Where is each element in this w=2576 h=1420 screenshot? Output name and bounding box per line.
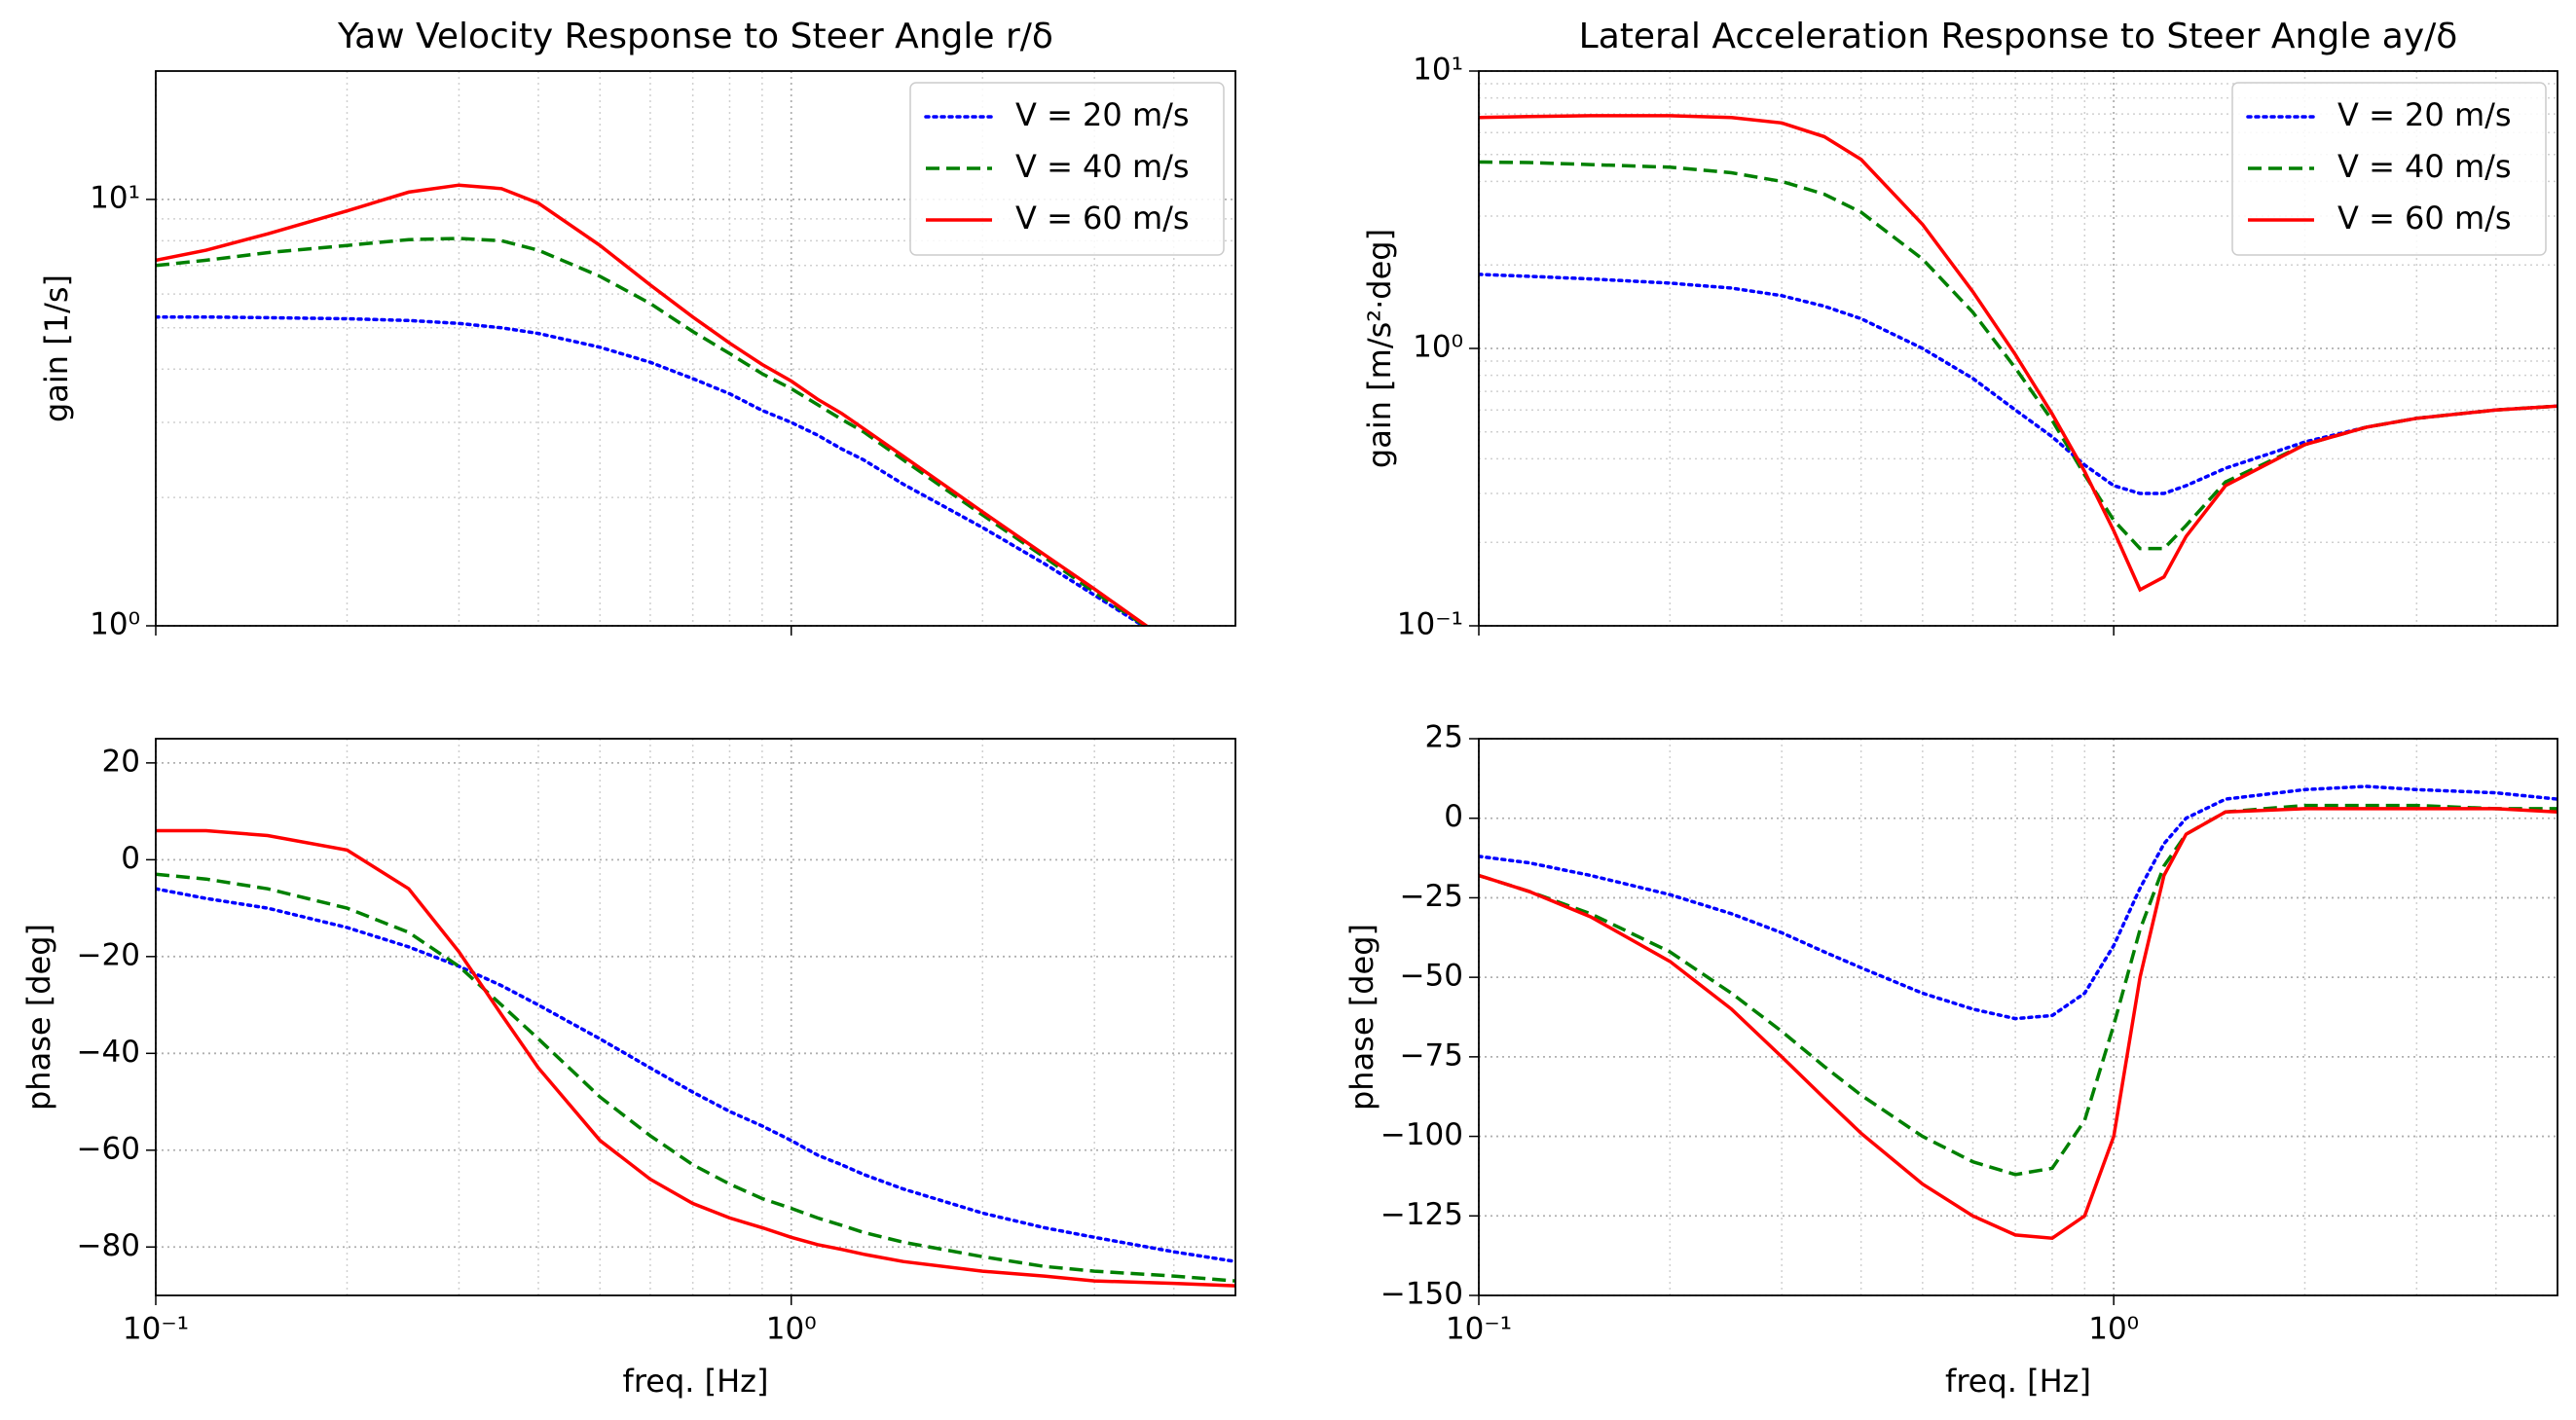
axes-title: Lateral Acceleration Response to Steer A… — [1579, 17, 2458, 56]
y-tick-label: −75 — [1400, 1038, 1463, 1073]
x-tick-label: 10⁻¹ — [1446, 1312, 1512, 1347]
legend: V = 20 m/s V = 40 m/s V = 60 m/s — [2231, 82, 2547, 256]
legend: V = 20 m/s V = 40 m/s V = 60 m/s — [909, 82, 1225, 256]
axes-frame — [1478, 738, 2558, 1296]
series-line — [1479, 273, 2558, 495]
axes: 10⁰ 10¹ Yaw Velocity Response to Steer Ang… — [38, 17, 1236, 642]
lines — [1479, 784, 2558, 1240]
series-line — [1479, 807, 2558, 1240]
y-tick-label: −125 — [1380, 1197, 1463, 1232]
axes-frame — [155, 738, 1236, 1296]
lines — [156, 828, 1235, 1288]
lines — [156, 183, 1150, 626]
y-axis-label: phase [deg] — [1343, 924, 1380, 1111]
x-axis-label: freq. [Hz] — [623, 1363, 769, 1400]
y-axis-label: gain [m/s²·deg] — [1361, 229, 1398, 468]
legend-label: V = 60 m/s — [1015, 200, 1190, 237]
y-tick-label: −20 — [77, 937, 140, 972]
axes: 10⁻¹ 10⁰ −150 −125 −100 −75 −50 −25 0 25 freq. [Hz… — [1343, 720, 2558, 1400]
legend-label: V = 20 m/s — [1015, 96, 1190, 133]
x-tick-label: 10⁻¹ — [123, 1312, 189, 1347]
legend-box — [2231, 82, 2547, 256]
y-tick-label: 0 — [1444, 799, 1463, 834]
series-line — [156, 183, 1150, 626]
series-line — [1479, 803, 2558, 1177]
y-tick-label: 10⁰ — [1413, 330, 1463, 365]
y-tick-label: −150 — [1380, 1277, 1463, 1312]
axes-title: Yaw Velocity Response to Steer Angle r/δ — [337, 17, 1053, 56]
axes-frame — [1478, 70, 2558, 627]
axes: 10⁻¹ 10⁰ −80 −60 −40 −20 0 20 freq. [Hz] phase [d… — [20, 738, 1236, 1400]
series-line — [156, 872, 1235, 1283]
y-tick-label: −50 — [1400, 959, 1463, 994]
y-axis-label: gain [1/s] — [38, 274, 75, 422]
x-tick-label: 10⁰ — [2088, 1312, 2139, 1347]
x-axis-label: freq. [Hz] — [1945, 1363, 2091, 1400]
y-tick-label: −60 — [77, 1131, 140, 1166]
legend-label: V = 60 m/s — [2337, 200, 2512, 237]
y-tick-label: −25 — [1400, 879, 1463, 914]
series-line — [1479, 114, 2558, 593]
y-tick-label: 10⁰ — [90, 607, 140, 642]
y-tick-label: 20 — [102, 744, 140, 779]
x-tick-label: 10⁰ — [766, 1312, 817, 1347]
y-tick-label: 0 — [121, 841, 140, 876]
y-tick-label: 10¹ — [1413, 53, 1463, 88]
series-line — [156, 828, 1235, 1288]
legend-label: V = 20 m/s — [2337, 96, 2512, 133]
y-tick-label: −100 — [1380, 1117, 1463, 1152]
lines — [1479, 114, 2558, 593]
y-tick-label: −40 — [77, 1035, 140, 1070]
y-tick-label: 10¹ — [90, 180, 140, 215]
y-tick-label: −80 — [77, 1228, 140, 1263]
series-line — [1479, 784, 2558, 1021]
axes-frame — [155, 70, 1236, 627]
series-line — [156, 237, 1149, 626]
y-tick-label: 25 — [1425, 720, 1463, 755]
y-tick-label: 10⁻¹ — [1397, 607, 1463, 642]
axes: 10⁻¹ 10⁰ 10¹ Lateral Acceleration Response … — [1361, 17, 2558, 642]
legend-label: V = 40 m/s — [2337, 148, 2512, 185]
y-axis-label: phase [deg] — [20, 924, 57, 1111]
series-line — [156, 314, 1147, 626]
series-line — [156, 887, 1235, 1263]
legend-label: V = 40 m/s — [1015, 148, 1190, 185]
legend-box — [909, 82, 1225, 256]
